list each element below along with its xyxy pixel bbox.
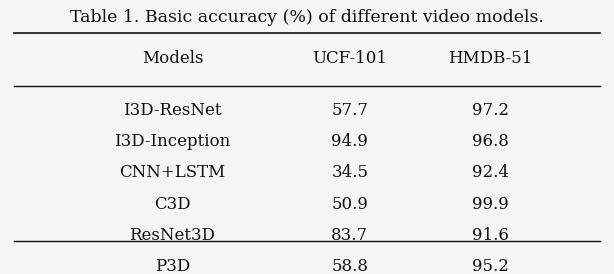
Text: ResNet3D: ResNet3D	[130, 227, 216, 244]
Text: 92.4: 92.4	[472, 164, 509, 181]
Text: I3D-ResNet: I3D-ResNet	[123, 102, 222, 119]
Text: 34.5: 34.5	[332, 164, 368, 181]
Text: 58.8: 58.8	[332, 258, 368, 274]
Text: 95.2: 95.2	[472, 258, 509, 274]
Text: Table 1. Basic accuracy (%) of different video models.: Table 1. Basic accuracy (%) of different…	[70, 9, 544, 26]
Text: 99.9: 99.9	[472, 196, 509, 213]
Text: CNN+LSTM: CNN+LSTM	[119, 164, 226, 181]
Text: 91.6: 91.6	[472, 227, 509, 244]
Text: 97.2: 97.2	[472, 102, 509, 119]
Text: I3D-Inception: I3D-Inception	[114, 133, 231, 150]
Text: 94.9: 94.9	[332, 133, 368, 150]
Text: C3D: C3D	[154, 196, 191, 213]
Text: 83.7: 83.7	[331, 227, 368, 244]
Text: 57.7: 57.7	[332, 102, 368, 119]
Text: UCF-101: UCF-101	[313, 50, 387, 67]
Text: P3D: P3D	[155, 258, 190, 274]
Text: 96.8: 96.8	[472, 133, 509, 150]
Text: 50.9: 50.9	[332, 196, 368, 213]
Text: Models: Models	[142, 50, 203, 67]
Text: HMDB-51: HMDB-51	[448, 50, 532, 67]
